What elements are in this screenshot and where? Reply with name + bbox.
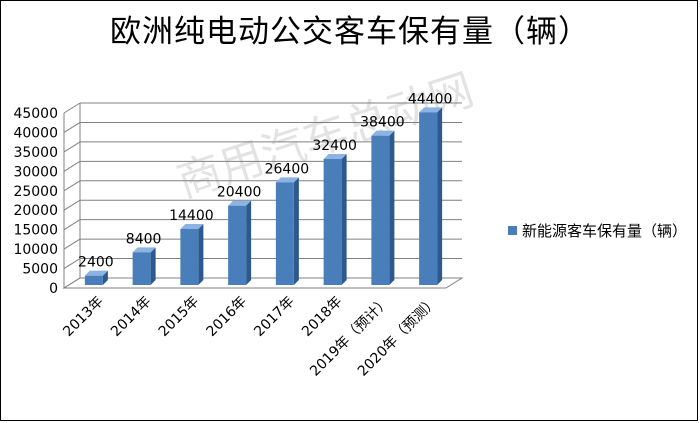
y-tick-label: 5000 [22, 262, 58, 278]
x-tick-label: 2017年 [251, 294, 297, 340]
data-label: 2400 [78, 255, 114, 271]
legend: 新能源客车保有量（辆） [508, 219, 696, 243]
data-label: 32400 [312, 138, 357, 154]
bar-side [341, 154, 347, 285]
bar-side [150, 247, 156, 285]
gridline-side [63, 102, 81, 114]
bar-side [437, 107, 443, 285]
data-label: 8400 [126, 231, 162, 247]
bar [132, 252, 151, 285]
x-tick-label: 2015年 [156, 294, 202, 340]
legend-label: 新能源客车保有量（辆） [522, 222, 688, 240]
bars [84, 107, 443, 285]
bar [228, 205, 247, 285]
y-tick-label: 45000 [13, 106, 58, 122]
y-tick-label: 35000 [13, 145, 58, 161]
bar-top [323, 154, 347, 159]
gridline-side [63, 199, 81, 211]
bar-side [389, 130, 395, 285]
grid [62, 102, 464, 289]
bar-top [132, 247, 156, 253]
bar-side [102, 270, 108, 285]
gridline-side [63, 258, 81, 269]
gridline-side [63, 160, 81, 172]
bar [371, 135, 390, 285]
data-label: 20400 [217, 185, 262, 201]
chart-title: 欧洲纯电动公交客车保有量（辆） [110, 14, 590, 50]
data-label: 38400 [360, 115, 405, 131]
y-tick-label: 40000 [13, 125, 58, 141]
gridline-side [63, 238, 81, 250]
y-tick-label: 30000 [13, 164, 58, 180]
legend-swatch [508, 226, 517, 235]
bar [84, 275, 103, 285]
bar-top [371, 130, 395, 136]
x-tick-label: 2013年 [60, 294, 106, 340]
bar-top [180, 224, 204, 229]
bar-top [275, 177, 299, 183]
x-tick-label: 2018年 [299, 294, 345, 340]
bar [323, 159, 342, 285]
bar-top [419, 107, 443, 113]
gridline-side [63, 277, 81, 289]
gridline-side [63, 180, 81, 192]
x-tick-label: 2016年 [204, 294, 250, 340]
data-label: 14400 [169, 208, 214, 224]
gridline-side [63, 141, 81, 153]
y-tick-label: 15000 [13, 223, 58, 239]
bar [419, 112, 438, 285]
y-tick-label: 20000 [13, 203, 58, 219]
bar-side [293, 177, 299, 285]
bar-top [84, 270, 108, 276]
gridline-side [63, 122, 81, 133]
y-tick-label: 25000 [13, 184, 58, 200]
bar [180, 229, 199, 285]
bar-side [246, 200, 252, 285]
x-tick-label: 2014年 [108, 294, 154, 340]
gridline-side [63, 219, 81, 231]
bar-top [228, 200, 252, 206]
data-label: 44400 [408, 91, 453, 107]
y-tick-label: 10000 [13, 242, 58, 258]
floor [62, 277, 464, 289]
bar-side [198, 224, 204, 285]
data-label: 26400 [265, 161, 310, 177]
bar [275, 182, 294, 285]
y-tick-label: 0 [49, 281, 58, 297]
